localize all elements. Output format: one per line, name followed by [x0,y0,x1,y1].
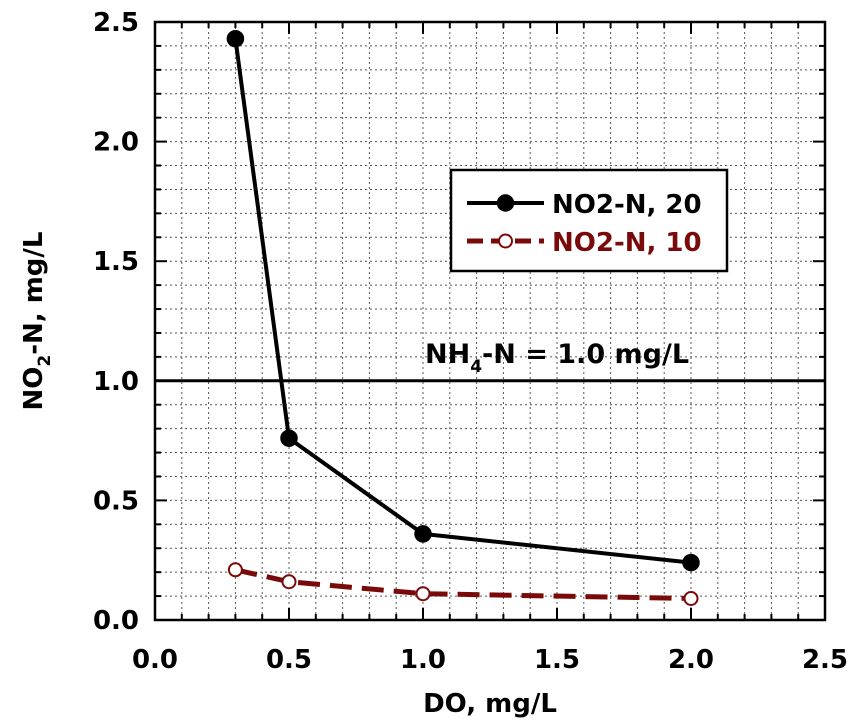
x-tick-label: 1.5 [534,645,580,675]
legend-label-2: NO2-N, 10 [552,228,702,258]
x-axis-title: DO, mg/L [423,689,557,719]
y-axis-title-rest: -N, mg/L [19,232,49,355]
data-point-2 [415,586,431,602]
legend-box [449,168,729,273]
y-axis-title: NO2-N, mg/L [19,232,55,411]
series-line-1 [233,38,692,565]
data-point-1 [226,29,245,48]
series-2 [227,562,699,606]
x-tick-label: 0.0 [132,645,178,675]
data-point-1 [280,429,298,447]
legend-label-1: NO2-N, 20 [552,190,702,220]
y-axis-title-main: NO [19,367,49,411]
legend-marker-2 [498,233,513,249]
series-layer [226,29,700,606]
annotation-rest: -N = 1.0 mg/L [482,339,689,370]
y-tick-label: 2.5 [93,8,139,38]
plot-frame [153,20,827,622]
y-tick-label: 0.0 [93,606,139,636]
y-axis-title-sub: 2 [35,355,55,367]
data-point-1 [414,525,432,543]
annotation-main: NH [425,339,470,370]
series-line-2 [234,567,692,601]
annotation-sub: 4 [470,357,482,377]
data-point-2 [281,574,297,590]
x-tick-labels: 0.0 0.5 1.0 1.5 2.0 2.5 [132,645,848,675]
x-tick-label: 2.5 [802,645,848,675]
y-tick-label: 2.0 [93,128,139,158]
legend: NO2-N, 20 NO2-N, 10 [449,168,729,273]
axis-ticks [154,21,826,621]
legend-marker-1 [496,194,515,212]
y-tick-label: 1.5 [93,247,139,277]
y-tick-labels: 0.0 0.5 1.0 1.5 2.0 2.5 [93,8,139,636]
x-tick-label: 1.0 [400,645,446,675]
data-point-2 [227,562,243,578]
series-1 [226,29,700,572]
y-tick-label: 1.0 [93,367,139,397]
grid-lines [155,22,825,620]
legend-items: NO2-N, 20 NO2-N, 10 [467,190,702,258]
data-point-2 [683,590,699,606]
reference-annotation: NH4-N = 1.0 mg/L [425,339,689,377]
y-tick-label: 0.5 [93,486,139,516]
x-tick-label: 0.5 [266,645,312,675]
x-tick-label: 2.0 [668,645,714,675]
data-point-1 [682,553,700,572]
